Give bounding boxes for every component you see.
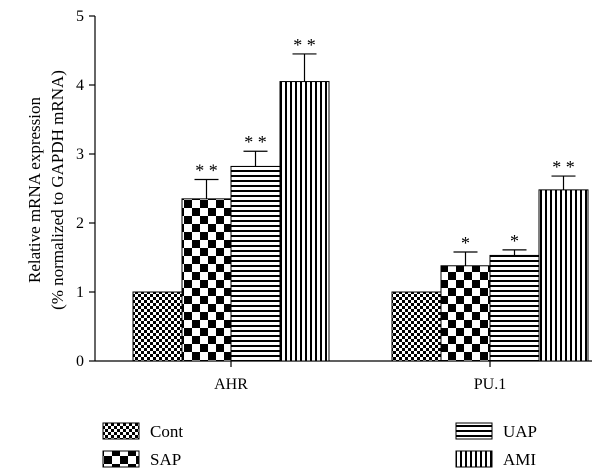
significance-marker: * — [510, 231, 519, 251]
legend-label: SAP — [150, 450, 181, 469]
y-tick-label: 3 — [76, 146, 84, 163]
y-tick-label: 0 — [76, 353, 84, 370]
significance-marker: * * — [244, 132, 267, 152]
legend: Cont SAP UAP AMI — [102, 422, 537, 469]
y-tick-label: 4 — [76, 77, 84, 94]
legend-swatch-ami — [455, 450, 493, 468]
legend-swatch-sap — [102, 450, 140, 468]
significance-marker: * * — [552, 157, 575, 177]
bars: * * * * * * * * * * — [132, 35, 589, 362]
bar-sap — [181, 198, 232, 362]
legend-label: UAP — [503, 422, 537, 441]
legend-swatch-uap — [455, 422, 493, 440]
bar-ami — [279, 81, 330, 362]
legend-swatch-cont — [102, 422, 140, 440]
bar-ami — [538, 189, 589, 362]
bar-cont — [132, 291, 183, 362]
bar-uap — [230, 165, 281, 362]
x-axis: AHR PU.1 — [95, 360, 592, 393]
bar-uap — [489, 254, 540, 362]
significance-marker: * * — [293, 35, 316, 55]
y-tick-label: 5 — [76, 8, 84, 25]
y-tick-label: 2 — [76, 215, 84, 232]
significance-marker: * — [461, 233, 470, 253]
legend-label: Cont — [150, 422, 183, 441]
y-axis-label-sub: (% normalized to GAPDH mRNA) — [48, 70, 67, 310]
y-axis-label: Relative mRNA expression — [25, 96, 44, 283]
significance-marker: * * — [195, 161, 218, 181]
x-tick-label: AHR — [214, 376, 248, 393]
y-tick-label: 1 — [76, 284, 84, 301]
x-tick-label: PU.1 — [474, 376, 506, 393]
y-axis: 0 1 2 3 4 5 — [76, 8, 96, 370]
bar-sap — [440, 265, 491, 362]
legend-label: AMI — [503, 450, 536, 469]
bar-cont — [391, 291, 442, 362]
